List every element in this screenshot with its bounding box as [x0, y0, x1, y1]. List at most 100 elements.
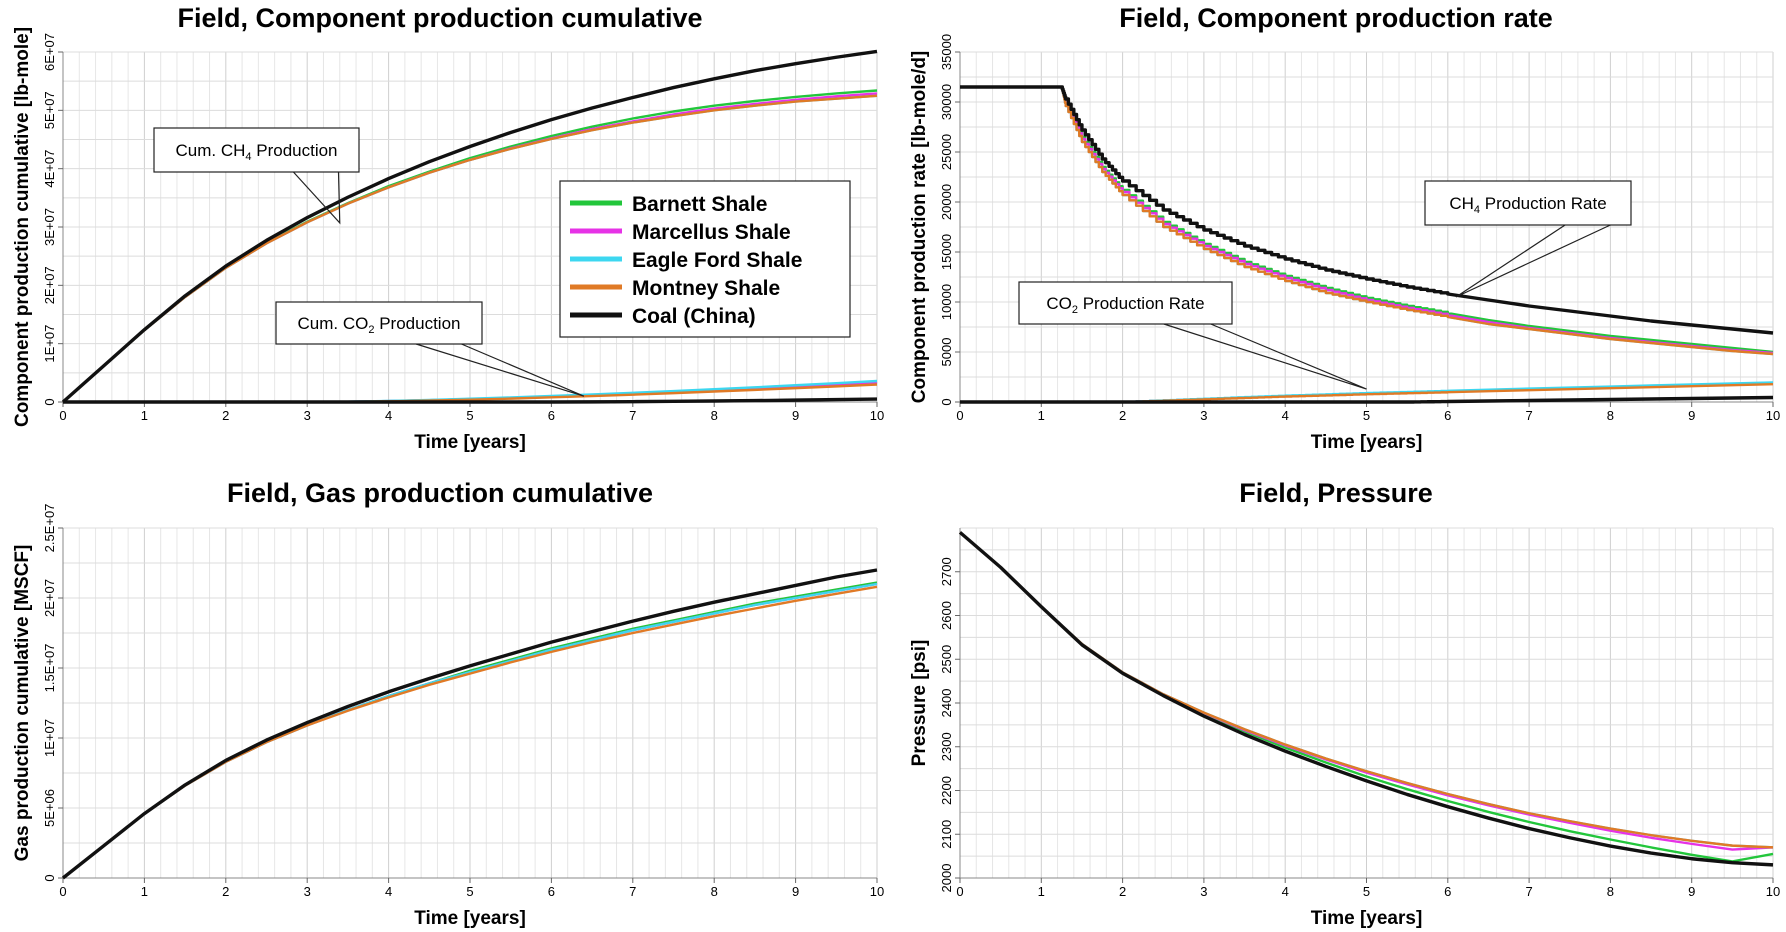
callout-text: Cum. CO2 Production	[298, 314, 461, 336]
x-tick-label: 4	[1282, 408, 1289, 423]
y-tick-label: 2500	[939, 645, 954, 674]
callout-pointer	[1455, 224, 1611, 298]
y-tick-label: 1.5E+07	[42, 644, 57, 693]
y-tick-label: 30000	[939, 84, 954, 120]
y-tick-label: 2E+07	[42, 266, 57, 304]
y-axis-label: Component production rate [lb-mole/d]	[909, 51, 930, 404]
x-tick-label: 5	[1363, 408, 1370, 423]
annotation-callout: CO2 Production Rate	[1018, 281, 1367, 390]
chart-title: Field, Component production cumulative	[177, 3, 702, 33]
y-tick-label: 6E+07	[42, 33, 57, 71]
y-tick-label: 2300	[939, 732, 954, 761]
y-tick-label: 2700	[939, 557, 954, 586]
y-tick-label: 20000	[939, 184, 954, 220]
y-tick-label: 2200	[939, 776, 954, 805]
annotation-callout: CH4 Production Rate	[1424, 180, 1632, 298]
series-group	[61, 568, 878, 880]
x-tick-label: 2	[222, 408, 229, 423]
x-tick-label: 5	[466, 408, 473, 423]
x-tick-label: 8	[711, 408, 718, 423]
legend-label: Barnett Shale	[632, 193, 767, 216]
y-tick-label: 2100	[939, 820, 954, 849]
chart-pressure: Field, Pressure 0 1 2 3 4 5 6 7 8 9 10 2000 2100 2200 2…	[909, 478, 1780, 929]
annotation-callout: Cum. CO2 Production	[275, 301, 585, 397]
x-tick-label: 2	[1119, 408, 1126, 423]
y-tick-label: 0	[939, 398, 954, 405]
series-line-coal-china--ch4	[61, 49, 878, 404]
y-tick-label: 5E+07	[42, 91, 57, 129]
grid	[959, 51, 1774, 403]
y-tick-label: 3E+07	[42, 208, 57, 246]
chart-cum_gas: Field, Gas production cumulative 0 1 2 3 4 5 6 7…	[12, 478, 884, 929]
callout-box	[1018, 281, 1233, 325]
x-tick-label: 0	[956, 884, 963, 899]
x-tick-label: 3	[1200, 408, 1207, 423]
y-tick-label: 25000	[939, 134, 954, 170]
x-tick-label: 9	[1688, 884, 1695, 899]
x-tick-label: 9	[792, 408, 799, 423]
y-tick-label: 2000	[939, 864, 954, 893]
x-tick-label: 6	[548, 884, 555, 899]
x-tick-label: 1	[141, 884, 148, 899]
x-tick-label: 8	[1607, 884, 1614, 899]
legend: Barnett Shale Marcellus Shale Eagle Ford S…	[559, 180, 851, 338]
series-line-montney-shale-ch4	[960, 85, 1774, 356]
x-tick-label: 4	[385, 884, 392, 899]
x-tick-label: 10	[1766, 408, 1780, 423]
x-axis-label: Time [years]	[414, 432, 526, 453]
x-tick-label: 0	[956, 408, 963, 423]
x-tick-label: 2	[1119, 884, 1126, 899]
x-tick-label: 3	[1200, 884, 1207, 899]
y-axis-label: Gas production cumulative [MSCF]	[12, 545, 33, 862]
x-tick-label: 10	[870, 408, 884, 423]
callout-text: CH4 Production Rate	[1449, 194, 1606, 216]
annotation-callout: Cum. CH4 Production	[153, 127, 360, 225]
x-tick-label: 1	[1038, 408, 1045, 423]
x-tick-label: 4	[1282, 884, 1289, 899]
series-line-coal-china-	[61, 568, 878, 880]
legend-label: Coal (China)	[632, 305, 756, 328]
x-tick-label: 10	[870, 884, 884, 899]
x-tick-label: 5	[466, 884, 473, 899]
x-tick-label: 7	[629, 884, 636, 899]
y-tick-label: 5000	[939, 338, 954, 367]
chart-title: Field, Gas production cumulative	[227, 478, 653, 508]
x-tick-label: 4	[385, 408, 392, 423]
callout-box	[153, 127, 360, 173]
y-tick-label: 1E+07	[42, 719, 57, 757]
callout-text: Cum. CH4 Production	[175, 141, 337, 163]
y-axis-label: Pressure [psi]	[909, 640, 930, 767]
y-tick-label: 10000	[939, 284, 954, 320]
legend-label: Eagle Ford Shale	[632, 249, 802, 272]
x-tick-label: 8	[1607, 408, 1614, 423]
callout-pointer	[292, 171, 341, 225]
x-tick-label: 6	[1444, 408, 1451, 423]
x-tick-label: 9	[1688, 408, 1695, 423]
x-tick-label: 1	[141, 408, 148, 423]
x-tick-label: 9	[792, 884, 799, 899]
chart-title: Field, Pressure	[1239, 478, 1433, 508]
series-group	[958, 531, 1774, 867]
y-axis-label: Component production cumulative [lb-mole…	[12, 27, 33, 427]
x-tick-label: 3	[304, 408, 311, 423]
chart-rate_component: Field, Component production rate 0 1 2 3 4 5 6 7…	[909, 3, 1780, 453]
y-tick-label: 15000	[939, 234, 954, 270]
x-tick-label: 0	[59, 884, 66, 899]
x-tick-label: 7	[629, 408, 636, 423]
x-tick-label: 1	[1038, 884, 1045, 899]
chart-title: Field, Component production rate	[1119, 3, 1553, 33]
y-tick-label: 35000	[939, 34, 954, 70]
y-tick-label: 2400	[939, 689, 954, 718]
x-axis-label: Time [years]	[1311, 432, 1423, 453]
x-tick-label: 2	[222, 884, 229, 899]
y-tick-label: 2E+07	[42, 579, 57, 617]
callout-box	[275, 301, 483, 345]
grid	[62, 527, 878, 879]
x-tick-label: 6	[1444, 884, 1451, 899]
callout-box	[1424, 180, 1632, 226]
x-tick-label: 10	[1766, 884, 1780, 899]
x-tick-label: 3	[304, 884, 311, 899]
x-tick-label: 7	[1525, 408, 1532, 423]
callout-pointer	[415, 343, 585, 397]
